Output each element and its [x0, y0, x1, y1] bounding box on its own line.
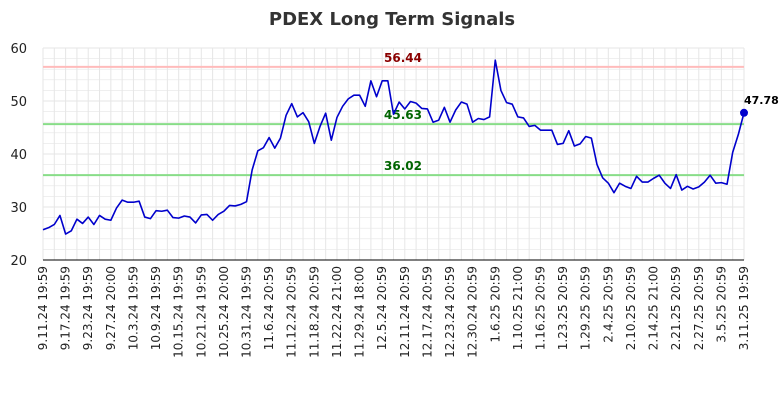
- y-axis-ticks: 20 30 40 50 60: [10, 42, 27, 269]
- x-tick-label: 12.11.24 20:59: [398, 266, 412, 358]
- x-tick-label: 11.18.24 20:59: [307, 266, 321, 358]
- last-point-marker: 47.78: [740, 94, 779, 117]
- x-tick-label: 10.31.24 19:59: [240, 266, 254, 358]
- x-tick-label: 9.11.24 19:59: [36, 266, 50, 350]
- signal-label-support: 36.02: [384, 159, 422, 173]
- price-line: [42, 59, 745, 235]
- x-tick-label: 11.12.24 20:59: [285, 266, 299, 358]
- x-tick-label: 12.5.24 20:59: [375, 266, 389, 350]
- x-tick-label: 9.27.24 20:00: [104, 266, 118, 350]
- x-tick-label: 3.11.25 19:59: [737, 266, 751, 350]
- x-tick-label: 1.29.25 20:59: [579, 266, 593, 350]
- x-tick-label: 10.3.24 19:59: [126, 266, 140, 350]
- x-tick-label: 2.14.25 21:00: [647, 266, 661, 350]
- grid: [42, 47, 745, 261]
- y-tick-label: 30: [10, 201, 27, 216]
- x-tick-label: 11.6.24 20:59: [262, 266, 276, 350]
- x-tick-label: 10.25.24 20:00: [217, 266, 231, 358]
- y-tick-label: 20: [10, 254, 27, 269]
- x-tick-label: 9.17.24 19:59: [59, 266, 73, 350]
- signal-label-resistance: 56.44: [384, 51, 422, 65]
- x-tick-label: 12.30.24 20:59: [466, 266, 480, 358]
- x-tick-label: 12.23.24 20:59: [443, 266, 457, 358]
- x-axis-ticks: 9.11.24 19:59 9.17.24 19:59 9.23.24 19:59 9…: [36, 266, 751, 358]
- x-tick-label: 9.23.24 19:59: [81, 266, 95, 350]
- x-tick-label: 2.21.25 20:59: [669, 266, 683, 350]
- y-tick-label: 50: [10, 95, 27, 110]
- x-tick-label: 10.9.24 19:59: [149, 266, 163, 350]
- x-tick-label: 2.10.25 20:59: [624, 266, 638, 350]
- x-tick-label: 10.15.24 19:59: [172, 266, 186, 358]
- price-series: [42, 59, 745, 235]
- x-tick-label: 2.4.25 20:59: [601, 266, 615, 343]
- x-tick-label: 11.29.24 18:00: [353, 266, 367, 358]
- x-tick-label: 11.22.24 21:00: [330, 266, 344, 358]
- x-tick-label: 2.27.25 20:59: [692, 266, 706, 350]
- x-tick-label: 10.21.24 19:59: [194, 266, 208, 358]
- chart-title: PDEX Long Term Signals: [269, 9, 515, 30]
- signal-lines: 56.44 45.63 36.02: [43, 51, 744, 177]
- x-tick-label: 1.6.25 20:59: [488, 266, 502, 343]
- signal-label-support: 45.63: [384, 108, 422, 122]
- x-tick-label: 1.23.25 20:59: [556, 266, 570, 350]
- y-tick-label: 40: [10, 148, 27, 163]
- last-point-dot: [740, 108, 748, 117]
- x-tick-label: 3.5.25 20:59: [714, 266, 728, 343]
- x-tick-label: 1.16.25 20:59: [533, 266, 547, 350]
- y-tick-label: 60: [10, 42, 27, 57]
- last-point-label: 47.78: [744, 94, 779, 107]
- x-tick-label: 12.17.24 20:59: [420, 266, 434, 358]
- x-tick-label: 1.10.25 21:00: [511, 266, 525, 350]
